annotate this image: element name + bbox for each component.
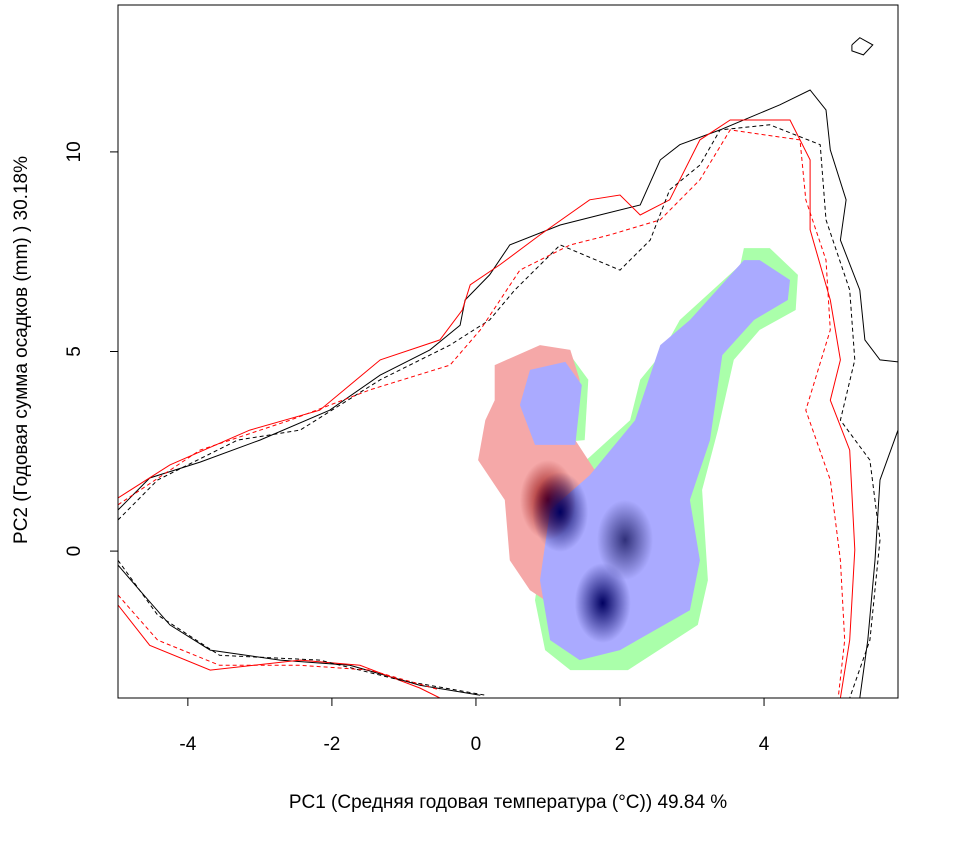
- contour-line: [118, 604, 441, 698]
- x-tick-label: -4: [179, 734, 196, 755]
- density-hotspot: [597, 499, 654, 580]
- niche-region: [519, 361, 582, 445]
- contour-line: [118, 594, 441, 691]
- contour-line: [118, 564, 481, 696]
- plot-frame: [117, 4, 899, 699]
- contour-line: [118, 560, 486, 696]
- y-tick-label: 0: [64, 546, 85, 557]
- density-hotspot: [532, 471, 589, 552]
- contour-line: [851, 37, 874, 56]
- x-tick-label: 4: [759, 734, 770, 755]
- contour-line: [118, 124, 881, 698]
- x-tick-label: 2: [615, 734, 626, 755]
- contour-line: [859, 429, 898, 698]
- contour-line: [118, 129, 846, 698]
- x-tick-label: -2: [323, 734, 340, 755]
- contour-line: [118, 119, 856, 698]
- y-tick-label: 5: [64, 346, 85, 357]
- density-hotspot: [574, 562, 631, 643]
- plot-area: [118, 37, 898, 698]
- x-tick-label: 0: [471, 734, 482, 755]
- y-axis-title: PC2 (Годовая сумма осадков (mm) ) 30.18%: [11, 156, 32, 544]
- x-axis-title: PC1 (Средняя годовая температура (°C)) 4…: [289, 792, 727, 813]
- y-tick-label: 10: [64, 141, 85, 162]
